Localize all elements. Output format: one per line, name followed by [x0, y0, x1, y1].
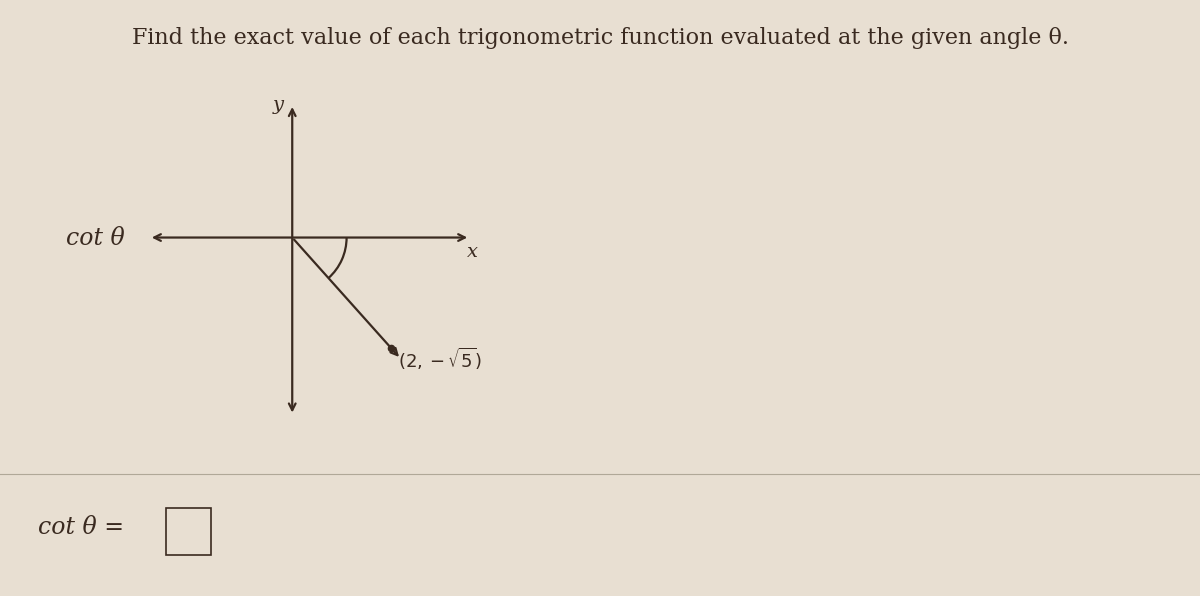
- Text: $(2, -\sqrt{5})$: $(2, -\sqrt{5})$: [398, 346, 482, 372]
- Text: Find the exact value of each trigonometric function evaluated at the given angle: Find the exact value of each trigonometr…: [132, 27, 1068, 49]
- Text: x: x: [467, 243, 478, 262]
- Text: y: y: [272, 96, 284, 114]
- Text: cot θ: cot θ: [66, 227, 125, 250]
- Text: cot θ =: cot θ =: [38, 516, 125, 539]
